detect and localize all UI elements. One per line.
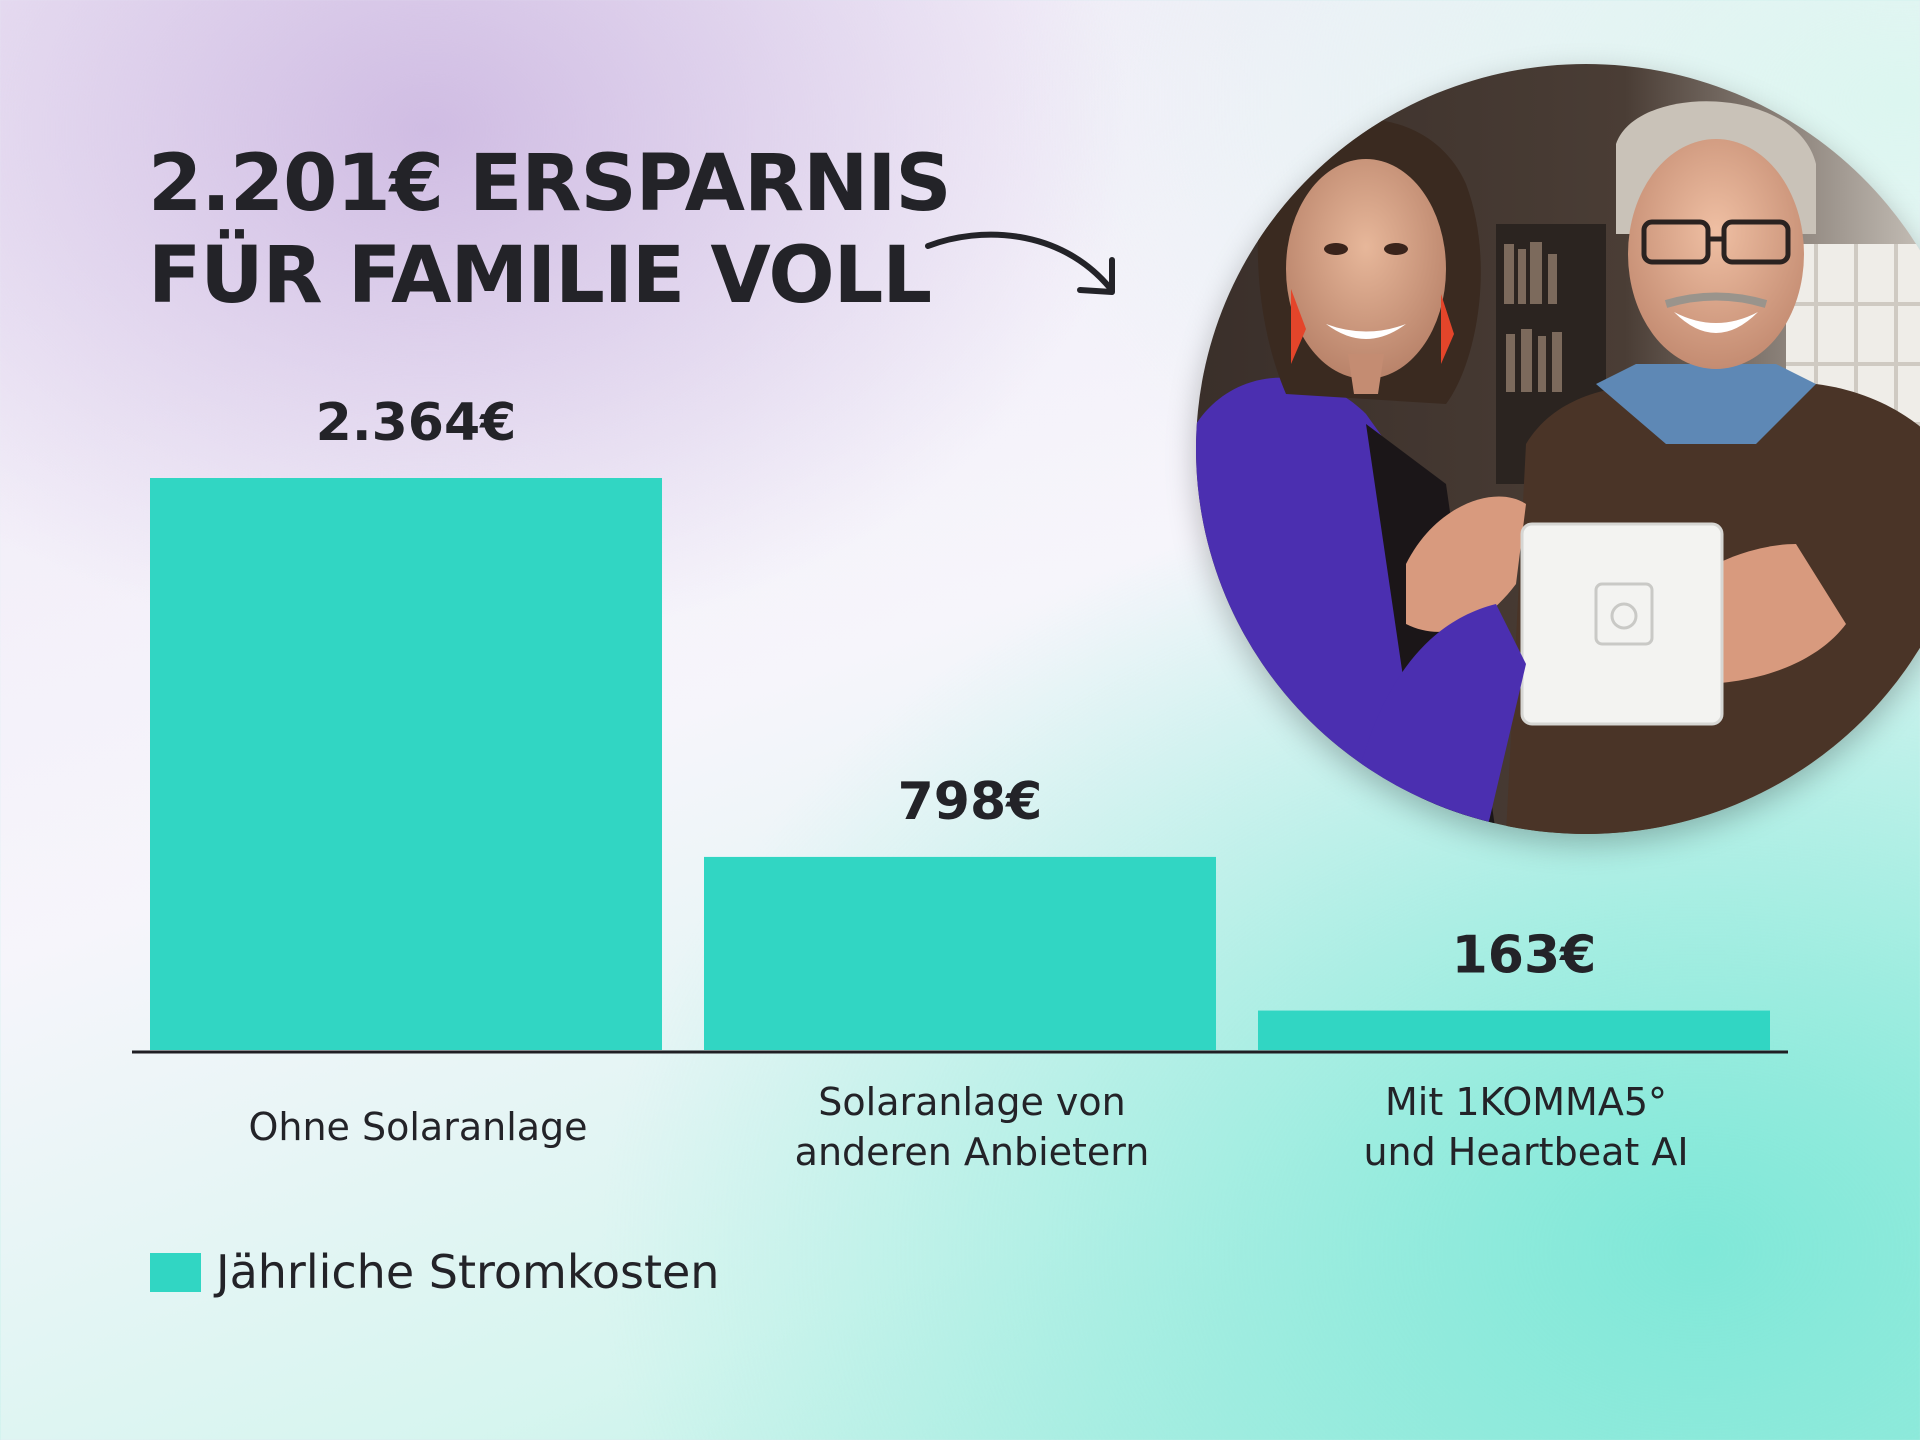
legend-swatch — [150, 1252, 201, 1292]
category-label-2-line-1: Solaranlage von — [818, 1080, 1125, 1124]
legend-label: Jährliche Stromkosten — [216, 1245, 720, 1299]
bar-value-label-2: 798€ — [898, 772, 1043, 832]
category-label-3-line-2: und Heartbeat AI — [1363, 1130, 1688, 1174]
bar-2 — [704, 856, 1216, 1050]
bars-layer — [150, 478, 1770, 1050]
headline-line-2: FÜR FAMILIE VOLL — [148, 231, 932, 321]
value-labels-layer: 2.364€ 798€ 163€ — [316, 393, 1597, 986]
headline-line-1: 2.201€ ERSPARNIS — [148, 139, 952, 229]
category-label-1-line-1: Ohne Solaranlage — [248, 1105, 587, 1149]
bar-value-label-3: 163€ — [1452, 926, 1597, 986]
bar-value-label-1: 2.364€ — [316, 393, 517, 453]
category-label-3-line-1: Mit 1KOMMA5° — [1385, 1080, 1667, 1124]
curved-arrow-icon — [925, 231, 1115, 295]
legend: Jährliche Stromkosten — [150, 1245, 719, 1299]
category-label-2-line-2: anderen Anbietern — [795, 1130, 1150, 1174]
headline: 2.201€ ERSPARNIS FÜR FAMILIE VOLL — [148, 138, 952, 322]
bar-3 — [1258, 1010, 1770, 1050]
category-labels-layer: Ohne Solaranlage Solaranlage von anderen A… — [248, 1080, 1688, 1174]
bar-1 — [150, 478, 662, 1050]
